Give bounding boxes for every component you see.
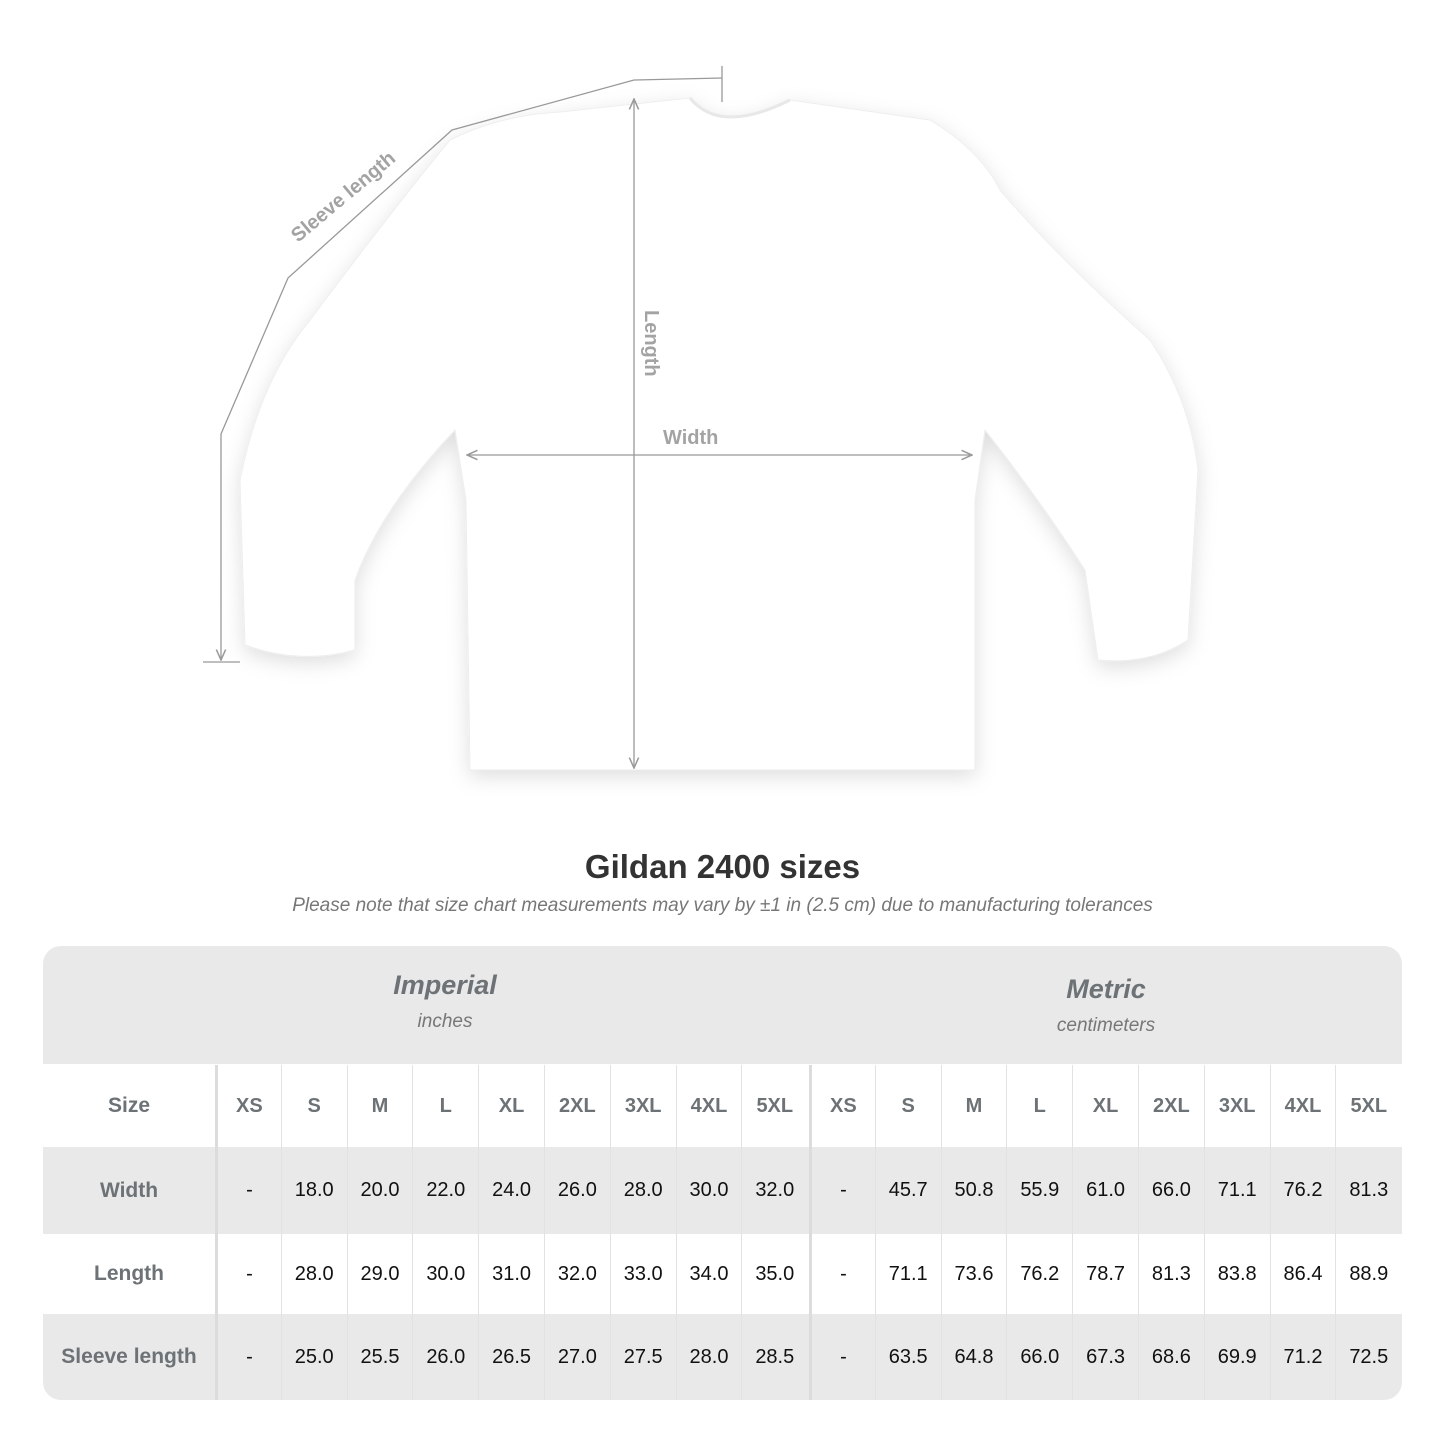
- imperial-cell: 27.0: [544, 1314, 610, 1400]
- size-header-cell: XL: [1072, 1065, 1138, 1147]
- metric-cell: 76.2: [1006, 1234, 1072, 1314]
- metric-cell: 66.0: [1006, 1314, 1072, 1400]
- sleeve-length-line: [221, 77, 723, 660]
- size-header-cell: S: [874, 1065, 941, 1147]
- imperial-cell: 28.0: [280, 1234, 347, 1314]
- imperial-group: Imperial inches: [216, 970, 674, 1033]
- imperial-cell: 32.0: [544, 1234, 610, 1314]
- imperial-cell: 30.0: [675, 1147, 742, 1234]
- metric-cell: 71.1: [1203, 1147, 1270, 1234]
- imperial-cell: 26.0: [412, 1314, 478, 1400]
- size-header-cell: L: [1006, 1065, 1072, 1147]
- size-header-cell: XS: [215, 1065, 281, 1147]
- size-header-cell: M: [940, 1065, 1007, 1147]
- metric-cell: 67.3: [1072, 1314, 1138, 1400]
- metric-title: Metric: [1066, 974, 1146, 1004]
- metric-cell: 88.9: [1335, 1234, 1401, 1314]
- row-label: Sleeve length: [61, 1345, 197, 1368]
- metric-cell: -: [809, 1147, 875, 1234]
- imperial-cell: 18.0: [280, 1147, 347, 1234]
- size-header-cell: 2XL: [544, 1065, 610, 1147]
- metric-cell: 63.5: [874, 1314, 941, 1400]
- size-header-row: Size XS S M L XL 2XL 3XL 4XL 5XL XS S M L XL 2XL 3XL 4XL 5…: [43, 1065, 1402, 1147]
- imperial-cell: -: [215, 1234, 281, 1314]
- tolerance-note: Please note that size chart measurements…: [292, 895, 1153, 916]
- metric-cell: -: [809, 1234, 875, 1314]
- imperial-cell: 32.0: [741, 1147, 807, 1234]
- page-title: Gildan 2400 sizes: [584, 848, 861, 885]
- imperial-cell: 34.0: [675, 1234, 742, 1314]
- metric-cell: 66.0: [1138, 1147, 1204, 1234]
- imperial-cell: 25.0: [280, 1314, 347, 1400]
- metric-cell: 68.6: [1138, 1314, 1204, 1400]
- imperial-unit: inches: [417, 1011, 473, 1032]
- imperial-cell: -: [215, 1314, 281, 1400]
- shirt-diagram: Sleeve length Length Width: [203, 66, 1199, 771]
- metric-cell: 76.2: [1269, 1147, 1336, 1234]
- row-label: Size: [107, 1094, 151, 1117]
- size-header-cell: 4XL: [1269, 1065, 1336, 1147]
- imperial-title: Imperial: [393, 970, 497, 1000]
- metric-cell: 83.8: [1203, 1234, 1270, 1314]
- size-header-cell: 2XL: [1138, 1065, 1204, 1147]
- size-header-cell: 3XL: [1203, 1065, 1270, 1147]
- size-header-cell: 5XL: [1335, 1065, 1401, 1147]
- imperial-cell: 26.0: [544, 1147, 610, 1234]
- size-header-cell: 5XL: [741, 1065, 807, 1147]
- imperial-cell: -: [215, 1147, 281, 1234]
- imperial-cell: 29.0: [346, 1234, 413, 1314]
- size-header-cell: M: [346, 1065, 413, 1147]
- metric-cell: 81.3: [1335, 1147, 1401, 1234]
- imperial-cell: 22.0: [412, 1147, 478, 1234]
- size-header-cell: S: [280, 1065, 347, 1147]
- imperial-cell: 28.5: [741, 1314, 807, 1400]
- metric-unit: centimeters: [1056, 1015, 1156, 1036]
- metric-cell: 64.8: [940, 1314, 1007, 1400]
- row-label: Length: [94, 1262, 164, 1285]
- long-sleeve-shirt: [239, 97, 1199, 771]
- metric-cell: 71.1: [874, 1234, 941, 1314]
- imperial-cell: 28.0: [609, 1147, 676, 1234]
- row-label: Width: [99, 1178, 159, 1202]
- metric-cell: 45.7: [874, 1147, 941, 1234]
- imperial-cell: 30.0: [412, 1234, 478, 1314]
- metric-cell: 69.9: [1203, 1314, 1270, 1400]
- table-group-header: Imperial inches Metric centimeters: [43, 946, 1402, 1064]
- size-header-cell: XL: [478, 1065, 544, 1147]
- imperial-cell: 33.0: [609, 1234, 676, 1314]
- metric-cell: 78.7: [1072, 1234, 1138, 1314]
- imperial-cell: 24.0: [478, 1147, 544, 1234]
- metric-group: Metric centimeters: [810, 974, 1402, 1037]
- imperial-cell: 25.5: [346, 1314, 413, 1400]
- length-label: Length: [640, 310, 662, 377]
- size-table: Imperial inches Metric centimeters Size X…: [43, 946, 1402, 1400]
- metric-cell: 73.6: [940, 1234, 1007, 1314]
- metric-cell: 71.2: [1269, 1314, 1336, 1400]
- size-header-cell: L: [412, 1065, 478, 1147]
- size-header-cell: 3XL: [609, 1065, 676, 1147]
- width-label: Width: [663, 427, 718, 449]
- table-row: Width -18.0 20.0 22.0 24.0 26.0 28.0 30.0 32.0-4…: [43, 1147, 1402, 1234]
- metric-cell: 61.0: [1072, 1147, 1138, 1234]
- metric-cell: 50.8: [940, 1147, 1007, 1234]
- imperial-cell: 35.0: [741, 1234, 807, 1314]
- size-header-cell: 4XL: [675, 1065, 742, 1147]
- metric-cell: 86.4: [1269, 1234, 1336, 1314]
- metric-cell: -: [809, 1314, 875, 1400]
- metric-cell: 55.9: [1006, 1147, 1072, 1234]
- table-row: Sleeve length -25.0 25.5 26.0 26.5 27.0 27.5 28…: [43, 1314, 1402, 1400]
- size-header-cell: XS: [809, 1065, 875, 1147]
- table-row: Length -28.0 29.0 30.0 31.0 32.0 33.0 34.0 35.0-…: [43, 1234, 1402, 1314]
- metric-cell: 81.3: [1138, 1234, 1204, 1314]
- imperial-cell: 27.5: [609, 1314, 676, 1400]
- imperial-cell: 31.0: [478, 1234, 544, 1314]
- imperial-cell: 20.0: [346, 1147, 413, 1234]
- metric-cell: 72.5: [1335, 1314, 1401, 1400]
- imperial-cell: 26.5: [478, 1314, 544, 1400]
- imperial-cell: 28.0: [675, 1314, 742, 1400]
